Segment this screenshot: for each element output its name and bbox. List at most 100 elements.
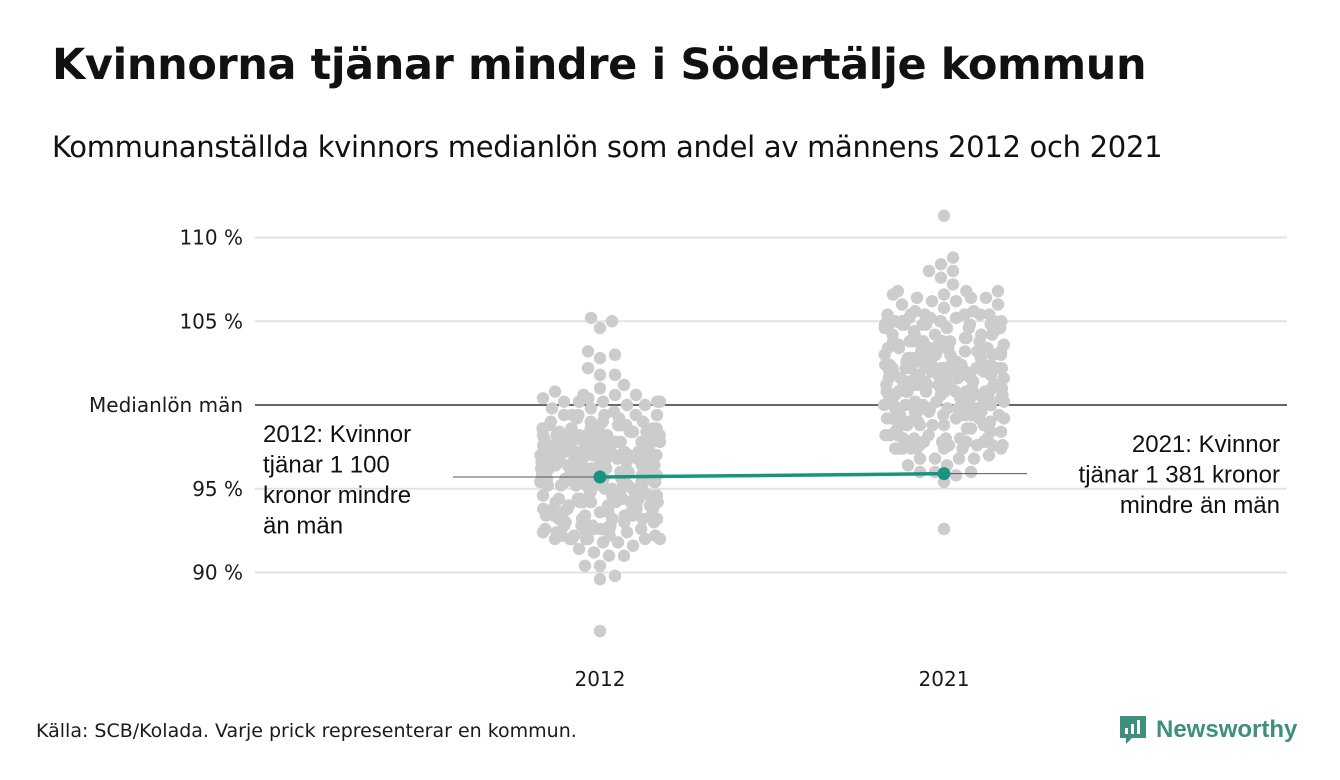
municipality-dot [598,408,611,422]
municipality-dot [918,308,931,321]
municipality-dot [602,549,616,562]
municipality-dot [605,482,619,495]
y-tick-label: 110 % [179,226,243,250]
municipality-dot [997,372,1011,385]
municipality-dot [548,385,562,398]
municipality-dot [553,425,566,438]
municipality-dot [970,361,983,375]
municipality-dot [994,425,1008,438]
municipality-dot [638,398,652,412]
municipality-dot [975,328,988,341]
municipality-dot [922,428,935,442]
municipality-dot [937,288,951,301]
annotation-2012-line: tjänar 1 100 [263,452,390,479]
municipality-dot [908,395,922,408]
municipality-dot [646,422,660,435]
municipality-dot [593,351,607,365]
municipality-dot [584,415,597,428]
municipality-dot [979,291,993,304]
municipality-dot [960,422,974,435]
dot-layer [534,209,1011,638]
y-tick-label: 90 % [192,561,243,585]
brand-logo[interactable]: Newsworthy [1118,714,1297,746]
municipality-dot [907,325,921,338]
municipality-dot [581,345,595,358]
municipality-dot [913,465,927,479]
municipality-dot [953,432,967,445]
municipality-dot [638,532,652,546]
municipality-dot [600,428,614,442]
municipality-dot [960,284,973,298]
municipality-dot [536,392,550,405]
municipality-dot [887,398,900,412]
municipality-dot [567,529,581,542]
municipality-dot [629,408,642,422]
municipality-dot [608,368,622,382]
annotation-2012-line: 2012: Kvinnor [263,421,411,448]
municipality-dot [960,331,973,345]
municipality-dot [964,465,978,479]
municipality-dot [949,469,963,482]
municipality-dot [573,462,586,475]
municipality-dot [991,284,1005,298]
annotation-2012-line: än män [263,513,343,540]
municipality-dot [605,315,619,328]
municipality-dot [593,382,607,395]
municipality-dot [984,358,998,371]
municipality-dot [593,624,607,638]
municipality-dot [928,452,942,465]
municipality-dot [946,278,960,291]
municipality-dot [626,539,640,552]
municipality-dot [997,338,1011,351]
y-tick-label: 105 % [179,309,243,333]
municipality-dot [922,264,936,278]
municipality-dot [907,432,921,445]
municipality-dot [911,415,925,428]
municipality-dot [584,311,598,325]
y-tick-label: 95 % [192,477,243,501]
municipality-dot [538,522,552,536]
municipality-dot [578,559,592,572]
municipality-dot [596,395,610,408]
municipality-dot [908,305,922,318]
chart-title: Kvinnorna tjänar mindre i Södertälje kom… [52,40,1147,90]
label-layer: 90 % 95 % 105 % 110 % Medianlön män 2012 2021 2… [89,226,1280,692]
grid-layer [255,236,1287,574]
municipality-dot [925,294,939,308]
municipality-dot [982,449,996,462]
municipality-dot [650,408,664,422]
brand-name: Newsworthy [1156,716,1298,743]
highlight-layer [453,467,1027,484]
municipality-dot [617,378,631,392]
municipality-dot [620,526,634,539]
municipality-dot [971,345,984,358]
municipality-dot [991,298,1005,311]
municipality-dot [649,529,662,542]
municipality-dot [559,472,572,485]
annotation-2021-line: tjänar 1 381 kronor [1079,462,1280,489]
municipality-dot [608,388,622,402]
municipality-dot [902,415,916,428]
municipality-dot [883,358,896,371]
municipality-dot [934,315,947,328]
municipality-dot [913,452,927,465]
municipality-dot [572,542,586,556]
municipality-dot [891,422,904,435]
municipality-dot [899,398,912,412]
highlight-line [599,471,945,479]
municipality-dot [552,492,566,505]
newsworthy-logo-icon [1120,716,1146,744]
municipality-dot [557,395,571,408]
municipality-dot [937,522,951,536]
municipality-dot [572,408,585,422]
municipality-dot [952,452,966,465]
municipality-dot [614,435,627,449]
municipality-dot [928,328,942,341]
municipality-dot [544,415,557,428]
annotation-2012-line: kronor mindre [263,482,411,509]
municipality-dot [617,445,630,459]
municipality-dot [967,452,981,465]
municipality-dot [983,415,997,428]
municipality-dot [593,559,607,572]
